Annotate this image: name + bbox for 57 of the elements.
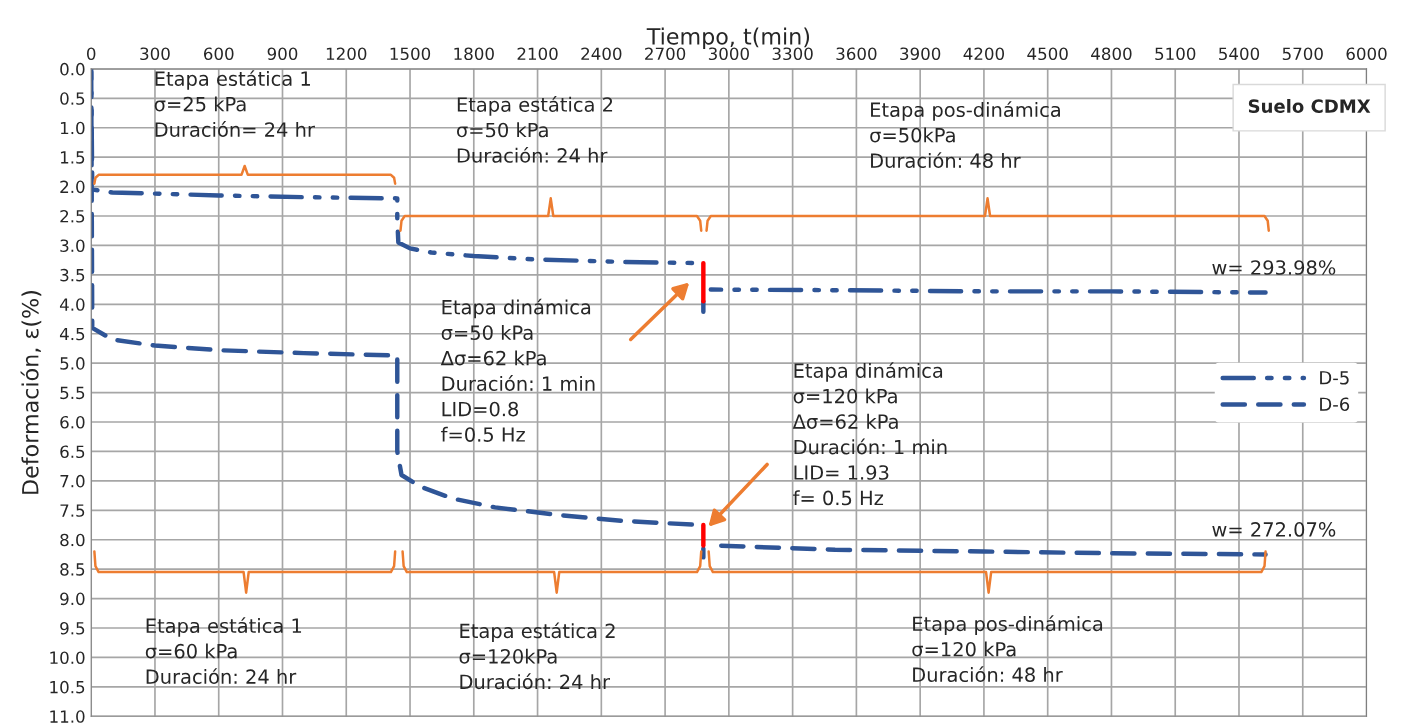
annotation: w= 293.98% xyxy=(1212,260,1336,275)
y-tick-label: 0.0 xyxy=(60,62,85,76)
y-tick-label: 11.0 xyxy=(50,710,85,723)
x-tick-label: 2100 xyxy=(517,47,558,61)
y-tick-label: 4.5 xyxy=(59,327,85,341)
x-tick-label: 6000 xyxy=(1346,47,1387,61)
y-axis-title: Deformación, ε(%) xyxy=(20,291,42,494)
annotation: Etapa estática 2 σ=50 kPa Duración: 24 hr xyxy=(457,96,613,163)
x-tick-label: 5100 xyxy=(1155,47,1196,61)
y-tick-label: 0.5 xyxy=(60,92,85,105)
y-tick-label: 4.0 xyxy=(59,298,85,311)
annotation: Etapa dinámica σ=50 kPa Δσ=62 kPa Duración: 1 min LID=0.8 f=0.5 Hz xyxy=(440,298,595,442)
annotation: Etapa pos-dinámica σ=50kPa Duración: 48 hr xyxy=(870,101,1060,169)
x-tick-label: 3600 xyxy=(836,47,877,61)
y-tick-label: 3.0 xyxy=(60,239,85,253)
y-tick-label: 2.0 xyxy=(60,180,85,194)
x-tick-label: 1800 xyxy=(454,47,494,61)
y-tick-label: 8.0 xyxy=(60,533,85,547)
y-tick-label: 5.5 xyxy=(60,386,85,400)
legend-label: D-6 xyxy=(1320,397,1350,412)
y-tick-label: 5.0 xyxy=(60,357,85,370)
x-tick-label: 5400 xyxy=(1219,47,1260,61)
y-tick-label: 7.0 xyxy=(60,474,85,488)
y-tick-label: 2.5 xyxy=(60,209,85,223)
x-tick-label: 1500 xyxy=(390,47,431,61)
annotation: Suelo CDMX xyxy=(1248,98,1371,113)
x-tick-label: 3300 xyxy=(772,47,813,61)
x-tick-label: 2700 xyxy=(645,47,686,61)
annotation: Etapa dinámica σ=120 kPa Δσ=62 kPa Duración: 1 min LID= 1.93 f= 0.5 Hz xyxy=(792,362,947,506)
x-tick-label: 3900 xyxy=(900,47,941,61)
x-tick-label: 2400 xyxy=(581,47,622,61)
y-tick-label: 6.0 xyxy=(60,415,85,429)
y-tick-label: 10.5 xyxy=(50,680,85,694)
y-tick-label: 9.5 xyxy=(60,621,85,635)
legend-label: D-5 xyxy=(1320,371,1349,385)
annotation: Etapa pos-dinámica σ=120 kPa Duración: 48 hr xyxy=(912,615,1103,683)
y-tick-label: 8.5 xyxy=(60,563,85,576)
annotation: w= 272.07% xyxy=(1212,522,1336,537)
y-tick-label: 10.0 xyxy=(50,651,85,665)
x-tick-label: 5700 xyxy=(1282,47,1323,61)
x-tick-label: 4500 xyxy=(1027,47,1068,61)
x-tick-label: 600 xyxy=(203,47,234,61)
x-tick-label: 1200 xyxy=(326,47,367,61)
x-tick-label: 4200 xyxy=(963,47,1005,61)
annotation: Etapa estática 2 σ=120kPa Duración: 24 hr xyxy=(459,622,615,690)
x-tick-label: 0 xyxy=(86,47,96,61)
y-tick-label: 6.5 xyxy=(60,445,85,459)
y-tick-label: 1.5 xyxy=(60,151,85,164)
y-tick-label: 9.0 xyxy=(60,592,85,606)
y-tick-label: 1.0 xyxy=(60,121,85,135)
annotation: Etapa estática 1 σ=60 kPa Duración: 24 hr xyxy=(145,617,302,685)
annotation: Etapa estática 1 σ=25 kPa Duración= 24 hr xyxy=(154,70,315,137)
x-tick-label: 300 xyxy=(140,47,170,61)
y-tick-label: 7.5 xyxy=(60,504,85,517)
x-tick-label: 4800 xyxy=(1091,47,1132,61)
y-tick-label: 3.5 xyxy=(60,268,85,282)
x-tick-label: 900 xyxy=(267,47,298,61)
